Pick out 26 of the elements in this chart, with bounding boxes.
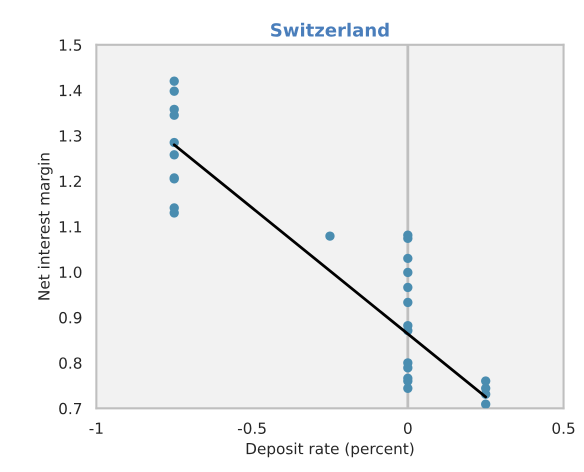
point bbox=[170, 86, 179, 96]
y-tick-label: 1.1 bbox=[60, 221, 82, 232]
y-axis-title: Net interest margin bbox=[38, 153, 53, 300]
chart-title: Switzerland bbox=[271, 22, 389, 37]
y-tick-label: 1.0 bbox=[60, 266, 82, 278]
x-tick-label: -0.5 bbox=[238, 422, 266, 434]
x-tick-label: -1 bbox=[89, 422, 103, 434]
x-axis-title: Deposit rate (percent) bbox=[246, 442, 414, 458]
point bbox=[403, 254, 412, 264]
y-tick-label: 1.4 bbox=[60, 84, 82, 96]
point bbox=[403, 282, 412, 292]
point bbox=[170, 150, 179, 160]
y-tick-label: 0.8 bbox=[59, 357, 82, 369]
y-tick-label: 1.2 bbox=[60, 176, 81, 187]
point bbox=[325, 231, 335, 241]
x-tick-label: 0.5 bbox=[552, 422, 574, 434]
y-tick-label: 0.7 bbox=[59, 402, 82, 414]
x-tick-label: 0 bbox=[404, 422, 412, 434]
point bbox=[403, 384, 412, 393]
point bbox=[403, 268, 412, 278]
point bbox=[481, 400, 490, 408]
point bbox=[403, 298, 412, 308]
y-tick-label: 1.3 bbox=[60, 130, 82, 142]
y-tick-label: 1.5 bbox=[60, 40, 82, 51]
y-tick-label: 0.9 bbox=[59, 312, 82, 324]
point bbox=[170, 76, 179, 86]
